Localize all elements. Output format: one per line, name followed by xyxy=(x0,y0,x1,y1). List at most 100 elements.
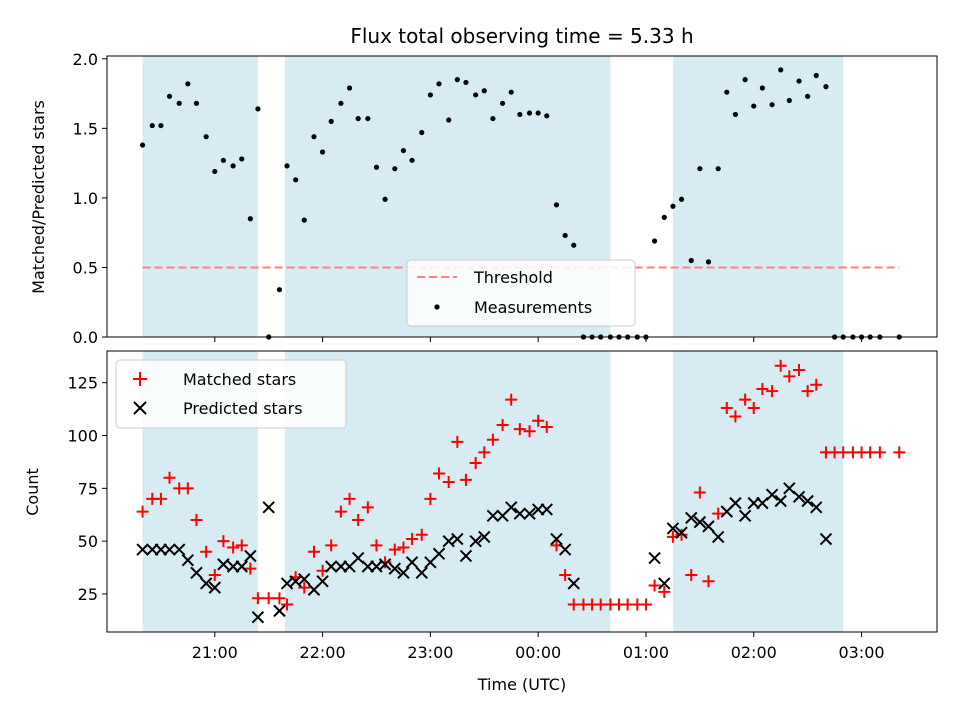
predicted-star-point xyxy=(513,507,527,520)
measurement-point xyxy=(715,166,721,172)
measurement-point xyxy=(481,88,487,94)
predicted-star-point xyxy=(685,511,698,525)
measurement-point xyxy=(139,142,146,148)
predicted-star-point xyxy=(163,543,176,556)
ratio-y-axis-label: Matched/Predicted stars xyxy=(29,100,48,294)
y-tick-label: 75 xyxy=(78,479,98,498)
measurement-point xyxy=(247,216,253,222)
matched-star-point xyxy=(658,585,671,598)
matched-star-point xyxy=(496,418,509,431)
predicted-star-point xyxy=(648,551,661,565)
predicted-star-point xyxy=(190,566,203,580)
measurement-point xyxy=(759,85,765,91)
matched-star-point xyxy=(262,592,275,605)
matched-star-point xyxy=(451,435,464,448)
measurement-point xyxy=(409,157,415,163)
predicted-star-point xyxy=(181,553,195,567)
matched-star-point xyxy=(227,541,240,554)
matched-star-point xyxy=(388,543,401,556)
matched-star-point xyxy=(424,492,437,505)
ratio-legend: Threshold Measurements xyxy=(406,259,636,327)
matched-star-point xyxy=(370,539,383,552)
y-tick-label: 0.5 xyxy=(73,258,98,277)
matched-star-point xyxy=(513,423,526,436)
predicted-star-point xyxy=(235,560,248,573)
measurement-point xyxy=(338,100,344,106)
predicted-star-point xyxy=(693,515,707,529)
measurement-point xyxy=(499,100,506,106)
matched-star-point xyxy=(190,514,203,527)
matched-star-point xyxy=(648,579,661,592)
measurement-point xyxy=(724,89,730,95)
matched-star-point xyxy=(873,446,886,459)
matched-star-point xyxy=(298,581,311,594)
matched-star-point xyxy=(693,486,706,499)
predicted-star-point xyxy=(469,534,482,548)
predicted-star-point xyxy=(415,566,428,580)
matched-star-point xyxy=(774,359,787,372)
matched-star-point xyxy=(766,385,779,398)
measurement-point xyxy=(436,81,442,87)
matched-star-point xyxy=(702,575,715,588)
predicted-star-point xyxy=(208,581,221,594)
matched-star-point xyxy=(352,514,365,527)
counts-panel-frame xyxy=(106,350,938,633)
predicted-legend-label: Predicted stars xyxy=(183,399,303,418)
x-tick-label: 03:00 xyxy=(838,643,884,662)
matched-star-point xyxy=(469,456,482,469)
measurement-point xyxy=(203,134,209,140)
matched-star-point xyxy=(675,528,688,541)
measurement-point xyxy=(796,78,802,84)
predicted-star-point xyxy=(729,496,742,510)
counts-y-ticks: 25 50 75 100 125 xyxy=(67,374,107,604)
matched-star-point xyxy=(559,568,572,581)
predicted-star-point xyxy=(262,501,275,514)
matched-star-point xyxy=(397,541,410,554)
matched-star-point xyxy=(442,475,455,488)
y-tick-label: 0.0 xyxy=(73,328,98,347)
predicted-star-point xyxy=(459,549,473,563)
predicted-star-point xyxy=(251,611,265,624)
matched-star-point xyxy=(523,425,536,438)
counts-legend-box xyxy=(115,359,347,429)
measurement-point xyxy=(553,202,560,208)
predicted-star-point xyxy=(658,577,671,590)
matched-star-point xyxy=(154,492,167,505)
matched-star-point xyxy=(747,402,760,415)
matched-star-point xyxy=(793,364,806,377)
y-tick-label: 125 xyxy=(67,374,98,393)
shaded-interval xyxy=(142,56,258,337)
measurement-point xyxy=(319,149,326,155)
measurement-point xyxy=(311,134,317,140)
measurement-point xyxy=(705,259,712,265)
measurement-point xyxy=(382,196,388,202)
y-tick-label: 2.0 xyxy=(73,50,98,69)
matched-star-point xyxy=(136,505,149,518)
x-tick-label: 23:00 xyxy=(407,643,453,662)
shaded-interval xyxy=(672,56,844,337)
chart-title: Flux total observing time = 5.33 h xyxy=(350,24,693,48)
predicted-star-point xyxy=(801,494,814,508)
predicted-star-point xyxy=(432,547,446,561)
measurement-point xyxy=(535,110,541,116)
measurement-point xyxy=(293,177,299,183)
x-tick-label: 00:00 xyxy=(515,643,561,662)
matched-legend-label: Matched stars xyxy=(183,370,296,389)
x-axis-label: Time (UTC) xyxy=(477,675,566,694)
y-tick-label: 100 xyxy=(67,427,98,446)
measurement-point xyxy=(166,93,173,99)
matched-star-point xyxy=(406,533,419,546)
measurement-point xyxy=(328,118,334,124)
measurement-point xyxy=(220,157,227,163)
matched-stars-series xyxy=(136,359,906,611)
matched-star-point xyxy=(181,482,194,495)
predicted-star-point xyxy=(675,526,688,539)
matched-star-point xyxy=(505,393,518,406)
measurement-point xyxy=(454,77,460,83)
measurements-legend-label: Measurements xyxy=(474,298,592,317)
measurement-point xyxy=(284,163,290,169)
predicted-star-point xyxy=(378,558,392,571)
measurement-point xyxy=(732,111,739,118)
